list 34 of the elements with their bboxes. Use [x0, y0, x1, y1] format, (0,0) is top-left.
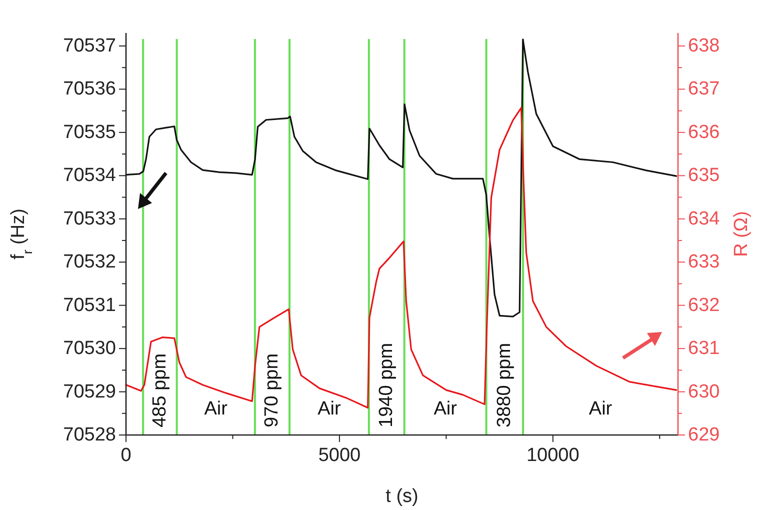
y-tick-label: 70534 — [63, 165, 116, 186]
y2-axis-title: R (Ω) — [731, 211, 752, 257]
y2-tick-label: 632 — [688, 294, 720, 316]
y-tick-label: 70531 — [63, 294, 116, 316]
y-tick-label: 70530 — [63, 338, 116, 360]
y-tick-label: 70537 — [63, 35, 116, 56]
line-series — [125, 38, 678, 318]
y2-tick-label: 631 — [688, 338, 720, 360]
y-tick-label: 70536 — [63, 78, 116, 100]
x-tick-label: 0 — [120, 445, 132, 466]
y-tick-label: 70533 — [63, 208, 116, 230]
annotation: 3880 ppm — [494, 342, 516, 428]
y-tick-label: 70532 — [63, 252, 116, 273]
y2-tick-label: 637 — [688, 78, 720, 100]
annotation: 1940 ppm — [376, 342, 398, 428]
annotation: 970 ppm — [262, 353, 283, 428]
y2-tick-label: 638 — [688, 35, 720, 56]
annotation: Air — [204, 398, 228, 420]
y2-tick-label: 636 — [688, 122, 720, 143]
annotation: 485 ppm — [149, 353, 170, 428]
y2-tick-label: 629 — [688, 424, 720, 446]
y-tick-label: 70529 — [63, 381, 116, 402]
y2-tick-label: 634 — [688, 208, 720, 230]
x-tick-label: 5000 — [318, 445, 361, 466]
x-tick-label: 10000 — [526, 445, 580, 466]
annotation: Air — [434, 398, 458, 420]
x-axis-title: t (s) — [386, 486, 418, 507]
y2-tick-label: 635 — [688, 165, 720, 186]
annotation: Air — [318, 398, 342, 420]
y-tick-label: 70535 — [63, 122, 116, 143]
annotation: Air — [588, 398, 613, 420]
y2-tick-label: 630 — [688, 381, 720, 402]
y2-tick-label: 633 — [688, 252, 720, 273]
y-tick-label: 70528 — [63, 424, 116, 446]
